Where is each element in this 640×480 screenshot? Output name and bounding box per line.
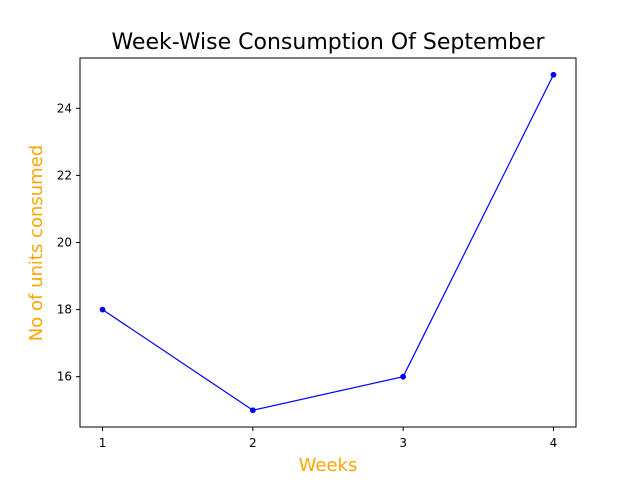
- data-point: [550, 71, 557, 78]
- y-tick-label: 18: [57, 303, 72, 317]
- y-tick-label: 16: [57, 370, 72, 384]
- x-tick-label: 2: [249, 436, 257, 450]
- y-tick-label: 20: [57, 236, 72, 250]
- series-layer: [99, 71, 557, 414]
- x-axis-label: Weeks: [299, 455, 358, 476]
- y-axis-label: No of units consumed: [26, 145, 47, 341]
- x-tick-label: 1: [99, 436, 107, 450]
- data-point: [249, 407, 256, 414]
- x-axis: 1 2 3 4: [99, 427, 558, 450]
- series-line: [102, 74, 554, 411]
- y-tick-label: 24: [57, 101, 72, 115]
- y-tick-label: 22: [57, 168, 72, 182]
- chart-title: Week-Wise Consumption Of September: [111, 30, 545, 55]
- x-tick-label: 3: [399, 436, 407, 450]
- plot-area-frame: [79, 57, 577, 428]
- data-point: [99, 306, 106, 313]
- data-point: [400, 373, 407, 380]
- y-axis: 16 18 20 22 24: [57, 101, 80, 384]
- x-tick-label: 4: [550, 436, 558, 450]
